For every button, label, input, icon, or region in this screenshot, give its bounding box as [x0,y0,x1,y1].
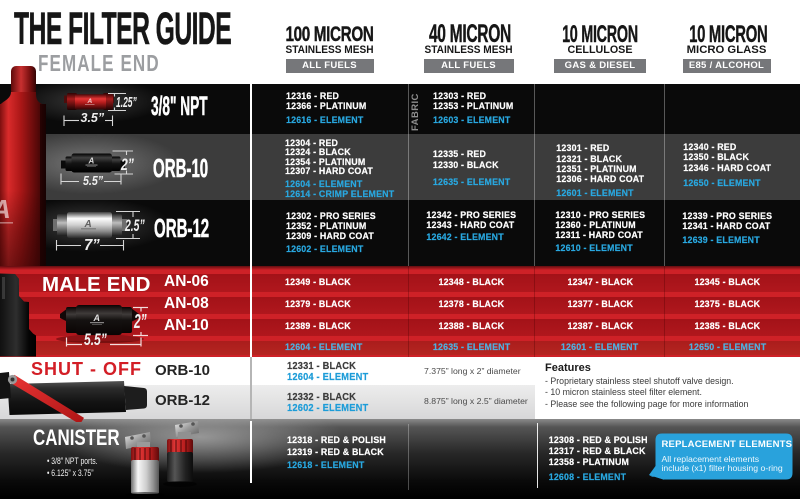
svg-text:A: A [93,313,101,323]
svg-text:A: A [88,156,95,165]
svg-text:A: A [87,98,93,105]
svg-text:A: A [0,194,11,224]
svg-text:A: A [84,219,92,230]
